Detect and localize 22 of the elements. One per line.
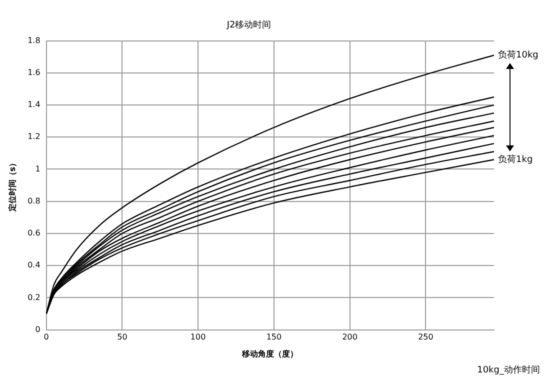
y-tick-label: 1.2 <box>28 132 40 142</box>
y-tick-label: 1.4 <box>28 100 40 110</box>
text: 10kg_动作时间 <box>477 364 540 376</box>
y-axis-title: 定位时间（s） <box>6 158 17 213</box>
y-tick-label: 0 <box>35 324 40 334</box>
y-tick-label: 0.6 <box>28 228 40 238</box>
x-tick-label: 150 <box>266 332 282 342</box>
x-tick-label: 0 <box>44 332 49 342</box>
x-tick-label: 100 <box>190 332 206 342</box>
x-tick-label: 250 <box>418 332 434 342</box>
chart-title: J2移动时间 <box>226 20 272 31</box>
annotation: 负荷1kg <box>498 154 533 165</box>
y-tick-label: 0.2 <box>28 292 40 302</box>
y-tick-label: 1.8 <box>28 36 40 45</box>
y-tick-label: 1.6 <box>28 68 40 77</box>
x-tick-label: 200 <box>342 332 358 342</box>
y-tick-label: 0.8 <box>28 196 40 206</box>
x-tick-label: 50 <box>117 332 128 342</box>
x-axis-title: 移动角度（度） <box>241 348 298 358</box>
y-tick-label: 0.4 <box>28 260 40 270</box>
y-tick-label: 1 <box>35 164 40 174</box>
annotation: 负荷10kg <box>498 50 538 61</box>
